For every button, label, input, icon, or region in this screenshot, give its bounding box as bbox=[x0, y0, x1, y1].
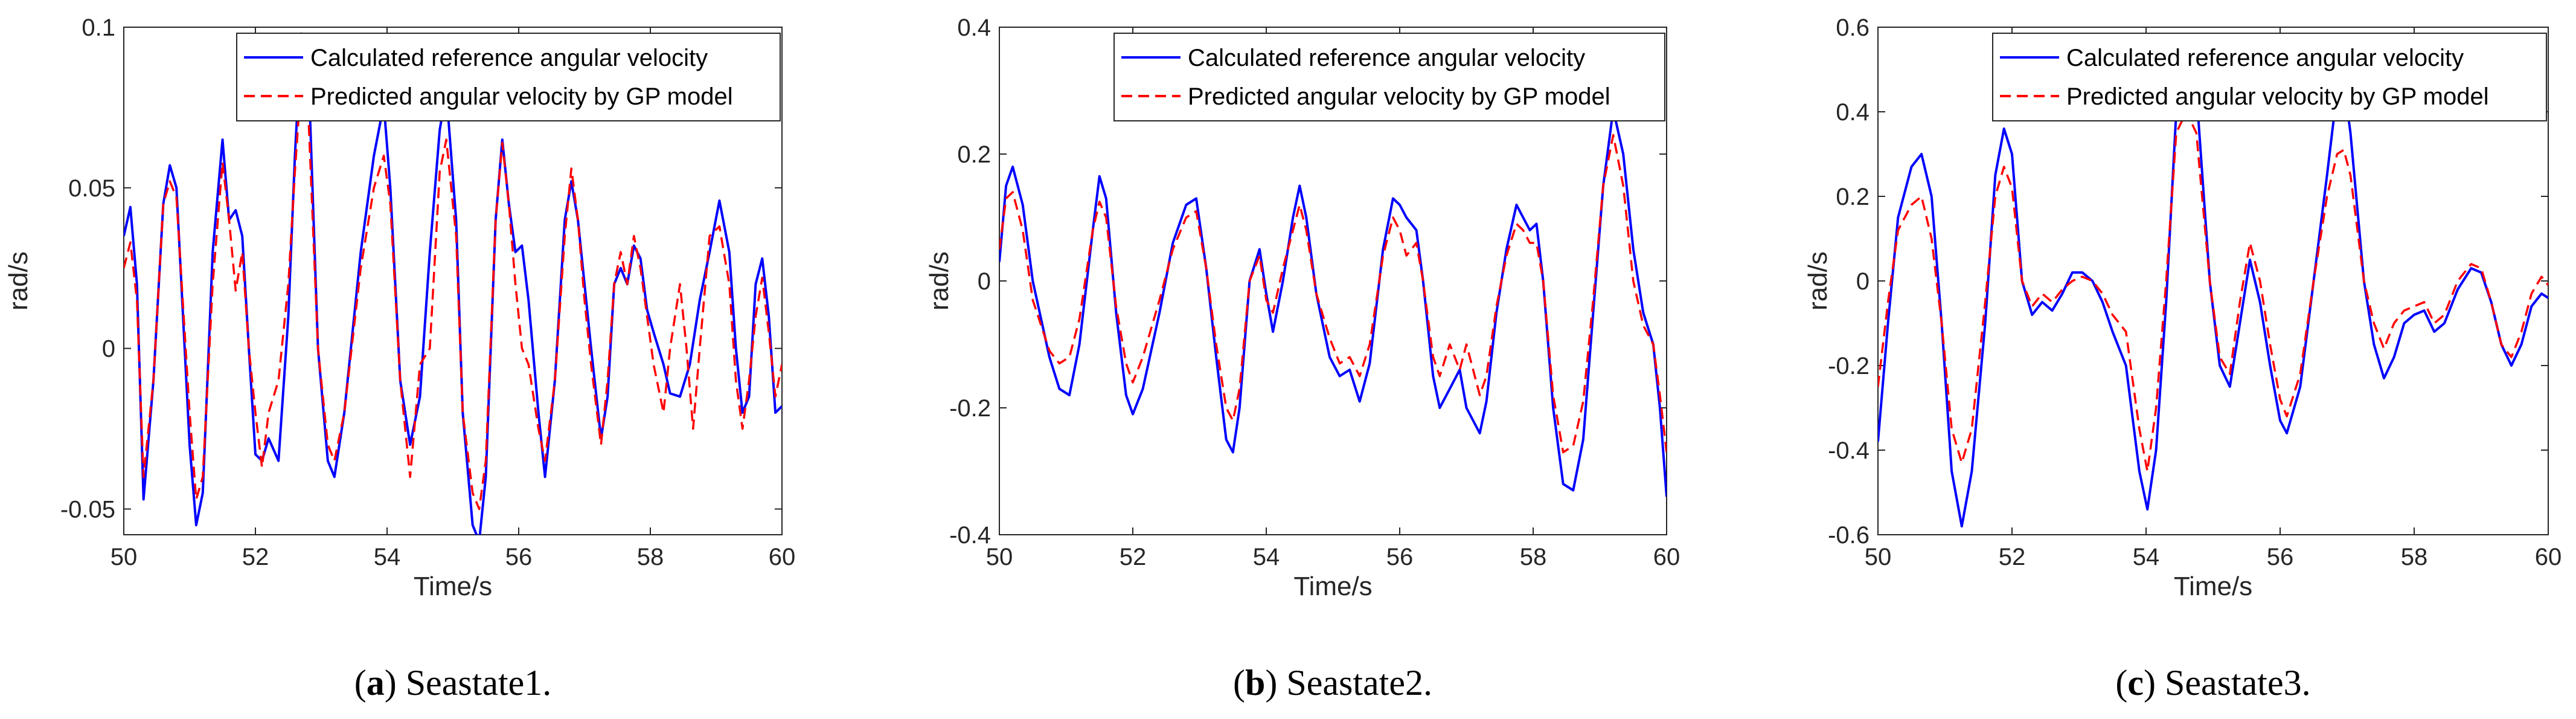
y-tick-label: 0.2 bbox=[957, 141, 991, 168]
legend: Calculated reference angular velocity Pre… bbox=[1113, 33, 1665, 121]
y-axis-label: rad/s bbox=[924, 251, 954, 311]
legend-entry: Predicted angular velocity by GP model bbox=[2066, 83, 2489, 110]
panel-c: 50 52 54 56 58 60 -0.6 -0.4 -0.2 0 0.2 0.4 0.6 Time/s… bbox=[1803, 15, 2562, 703]
y-tick-label: 0 bbox=[1856, 268, 1870, 295]
predicted-series-line bbox=[999, 134, 1667, 454]
x-tick-label: 56 bbox=[1386, 544, 1414, 570]
x-tick-label: 52 bbox=[242, 544, 269, 570]
y-axis-label: rad/s bbox=[4, 251, 33, 311]
legend-entry: Calculated reference angular velocity bbox=[2066, 45, 2464, 71]
y-tick-label: 0.4 bbox=[1836, 99, 1870, 126]
subfigure-caption: (a) Seastate1. bbox=[354, 663, 552, 703]
y-tick-label: 0 bbox=[102, 336, 115, 363]
reference-series-line bbox=[1878, 34, 2548, 527]
y-tick-label: 0.1 bbox=[82, 15, 115, 41]
legend-box bbox=[236, 33, 781, 121]
y-tick-label: 0 bbox=[978, 268, 991, 295]
y-tick-label: 0.6 bbox=[1836, 15, 1870, 41]
x-tick-label: 58 bbox=[1520, 544, 1547, 570]
legend-box bbox=[1113, 33, 1665, 121]
legend-entry: Predicted angular velocity by GP model bbox=[310, 83, 733, 110]
y-tick-label: -0.4 bbox=[949, 522, 991, 549]
legend-entry: Calculated reference angular velocity bbox=[310, 45, 708, 71]
y-tick-label: 0.2 bbox=[1836, 184, 1870, 210]
panel-a: 50 52 54 56 58 60 -0.05 0 0.05 0.1 Time/s rad/s Calc… bbox=[4, 15, 795, 703]
legend-box bbox=[1992, 33, 2547, 121]
x-tick-label: 52 bbox=[1120, 544, 1147, 570]
predicted-series-line bbox=[1878, 111, 2548, 472]
y-tick-label: -0.6 bbox=[1828, 522, 1870, 549]
x-tick-label: 60 bbox=[769, 544, 796, 570]
panel-b: 50 52 54 56 58 60 -0.4 -0.2 0 0.2 0.4 Time/s rad/s Ca… bbox=[924, 15, 1680, 703]
x-tick-label: 54 bbox=[374, 544, 401, 570]
reference-series-line bbox=[999, 108, 1667, 497]
x-tick-label: 50 bbox=[1865, 544, 1892, 570]
x-tick-label: 58 bbox=[637, 544, 664, 570]
subfigure-caption: (c) Seastate3. bbox=[2115, 663, 2310, 703]
x-tick-label: 56 bbox=[505, 544, 533, 570]
x-tick-label: 50 bbox=[111, 544, 138, 570]
y-tick-label: -0.2 bbox=[1828, 353, 1870, 379]
x-tick-label: 50 bbox=[986, 544, 1013, 570]
reference-series-line bbox=[124, 32, 782, 535]
y-tick-label: -0.4 bbox=[1828, 437, 1870, 464]
x-axis-label: Time/s bbox=[414, 572, 492, 601]
x-axis-label: Time/s bbox=[1293, 572, 1372, 601]
x-tick-label: 52 bbox=[1999, 544, 2026, 570]
y-tick-label: -0.2 bbox=[949, 395, 991, 422]
x-tick-label: 54 bbox=[1253, 544, 1280, 570]
x-tick-label: 58 bbox=[2401, 544, 2428, 570]
x-tick-label: 60 bbox=[1653, 544, 1680, 570]
y-tick-label: 0.05 bbox=[68, 175, 115, 202]
y-tick-label: -0.05 bbox=[60, 496, 115, 523]
y-axis-label: rad/s bbox=[1803, 251, 1833, 311]
x-tick-label: 56 bbox=[2267, 544, 2294, 570]
legend-entry: Calculated reference angular velocity bbox=[1188, 45, 1585, 71]
x-axis-label: Time/s bbox=[2174, 572, 2252, 601]
subfigure-caption: (b) Seastate2. bbox=[1233, 663, 1432, 703]
legend: Calculated reference angular velocity Pre… bbox=[236, 33, 781, 121]
predicted-series-line bbox=[124, 74, 782, 511]
y-tick-label: 0.4 bbox=[957, 15, 991, 41]
legend: Calculated reference angular velocity Pre… bbox=[1992, 33, 2547, 121]
x-tick-label: 60 bbox=[2535, 544, 2562, 570]
legend-entry: Predicted angular velocity by GP model bbox=[1188, 83, 1610, 110]
x-tick-label: 54 bbox=[2133, 544, 2160, 570]
